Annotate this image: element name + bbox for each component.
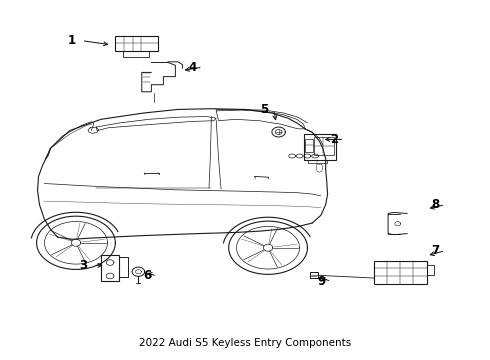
Text: 6: 6 [143, 270, 151, 283]
Bar [310, 272, 318, 278]
Text: 4: 4 [189, 60, 197, 73]
Text: 9: 9 [318, 275, 326, 288]
Bar [119, 257, 128, 277]
Bar [426, 265, 434, 275]
Text: 8: 8 [431, 198, 440, 211]
Text: 1: 1 [68, 34, 76, 47]
Text: 3: 3 [79, 259, 88, 272]
Bar [374, 261, 426, 284]
Text: 5: 5 [260, 103, 268, 116]
Bar [115, 36, 158, 51]
Text: 7: 7 [431, 244, 440, 257]
Bar [308, 159, 327, 163]
Bar [101, 255, 119, 281]
Text: 2: 2 [331, 133, 339, 146]
Bar [314, 137, 334, 155]
Bar [122, 51, 149, 57]
Text: 2022 Audi S5 Keyless Entry Components: 2022 Audi S5 Keyless Entry Components [139, 338, 351, 348]
Bar [305, 139, 313, 152]
Bar [304, 134, 336, 159]
